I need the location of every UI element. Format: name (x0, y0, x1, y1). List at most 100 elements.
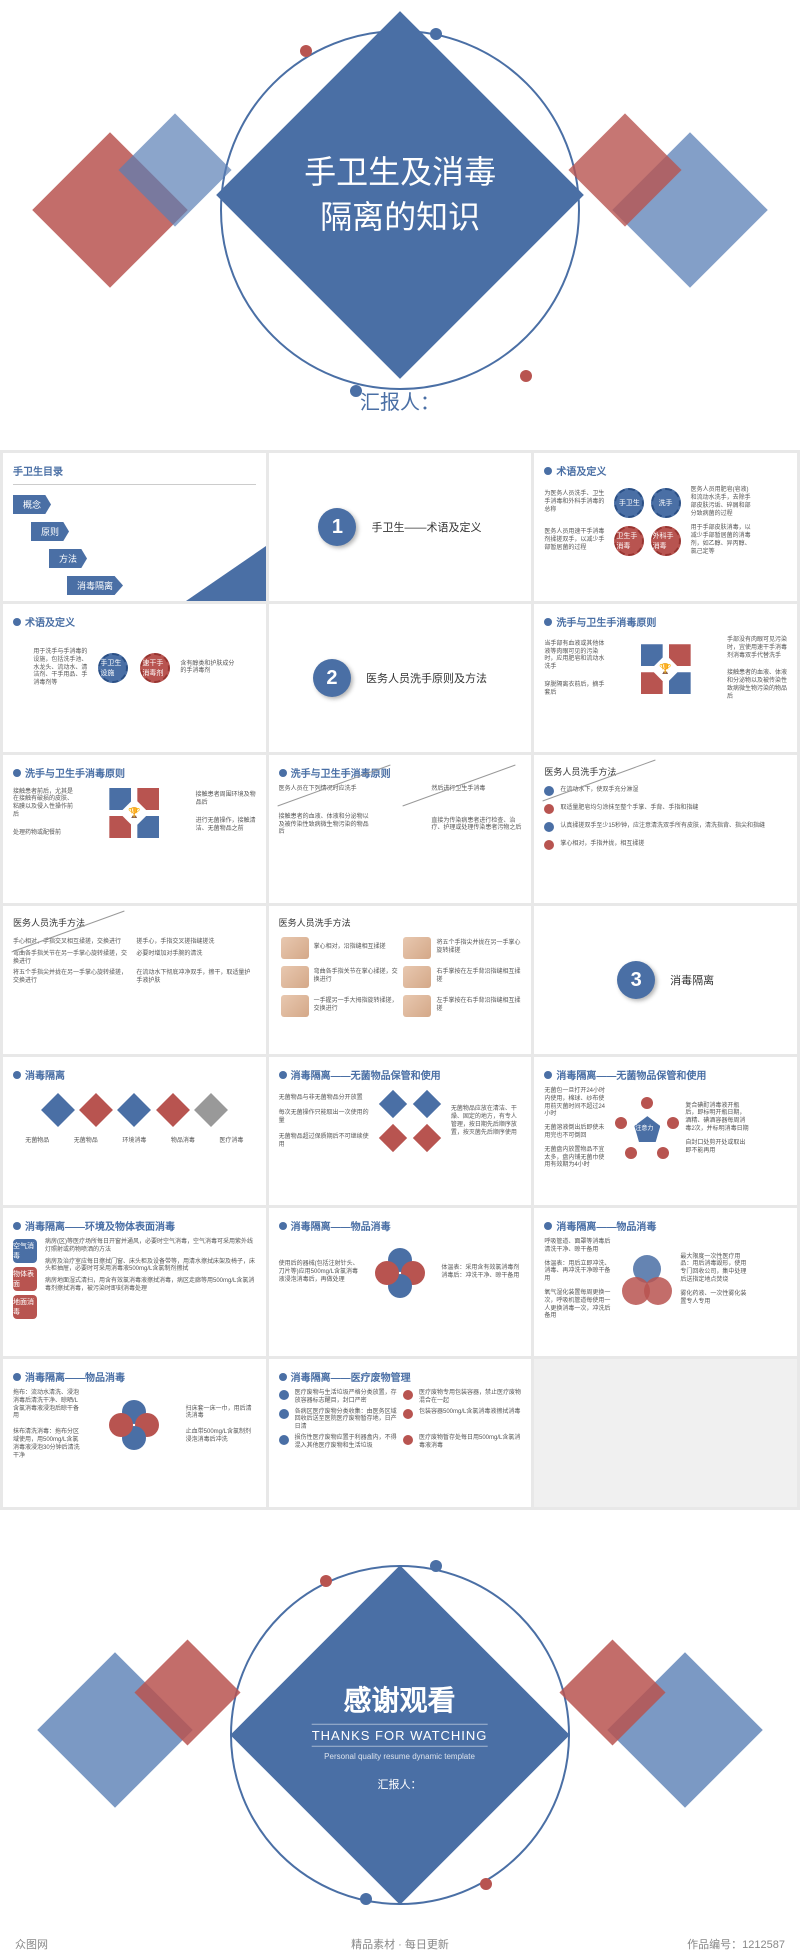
node-icon (625, 1147, 637, 1159)
node-icon (657, 1147, 669, 1159)
hand-image-icon (281, 966, 309, 988)
waste-slide: 消毒隔离——医疗废物管理 医疗废物与生活垃圾严格分类放置，存放容器标志醒目，封口… (269, 1359, 532, 1507)
dot-icon (279, 1390, 289, 1400)
dot-icon (544, 804, 554, 814)
text: 进行无菌操作，接触清洁、无菌物品之前 (196, 818, 256, 834)
text: 无菌包一旦打开24小时内使用，棉球、纱布使用前灭菌时间不超过24小时 (544, 1088, 609, 1119)
watermark-brand: 众图网 (15, 1936, 48, 1952)
text: 一手握另一手大拇指旋转揉搓，交换进行 (314, 998, 399, 1014)
hero-title-1: 手卫生及消毒 (304, 150, 496, 195)
section-2-slide: 2 医务人员洗手原则及方法 (269, 604, 532, 752)
section-label: 医务人员洗手原则及方法 (366, 670, 487, 686)
text: 每次无菌操作只能取出一次使用的量 (279, 1110, 369, 1126)
dot-icon (544, 786, 554, 796)
badge: 卫生手消毒 (614, 526, 644, 556)
badge: 速干手消毒剂 (140, 653, 170, 683)
slide-title: 消毒隔离——物品消毒 (291, 1218, 391, 1233)
section-label: 消毒隔离 (670, 972, 714, 988)
venn-icon (622, 1255, 672, 1305)
text: 无菌物品 (74, 1138, 98, 1146)
dot-icon (520, 370, 532, 382)
badge: 外科手消毒 (651, 526, 681, 556)
slide-title: 消毒隔离——无菌物品保管和使用 (291, 1067, 441, 1082)
hand-image-icon (281, 937, 309, 959)
text: 弯曲各手指关节在另一手掌心旋转揉搓，交换进行 (13, 951, 132, 967)
text: 接触患者前后，尤其是在接触有破损的皮肤、粘膜以及侵入性操作前后 (13, 789, 73, 820)
text: 接触患者周围环境及物品后 (196, 792, 256, 808)
slide-title: 洗手与卫生手消毒原则 (25, 765, 125, 780)
diamond-icon (413, 1124, 441, 1152)
dot-icon (279, 1435, 289, 1445)
iso-slide-3: 消毒隔离——无菌物品保管和使用 无菌包一旦打开24小时内使用，棉球、纱布使用前灭… (534, 1057, 797, 1205)
watermark-id: 作品编号：1212587 (687, 1936, 785, 1952)
text: 穿脱隔离衣前后，摘手套后 (544, 682, 604, 698)
method-slide-3: 医务人员洗手方法 掌心相对，沿指缝相互揉搓 将五个手指尖并拢在另一手掌心旋转揉搓… (269, 906, 532, 1054)
text: 将五个手指尖并拢在另一手掌心旋转揉搓，交换进行 (13, 970, 132, 986)
toc-item: 原则 (31, 522, 69, 541)
principle-slide-2: 洗手与卫生手消毒原则 接触患者前后，尤其是在接触有破损的皮肤、粘膜以及侵入性操作… (3, 755, 266, 903)
text: 弯曲各手指关节在掌心揉搓，交换进行 (314, 969, 399, 985)
text: 自封口处剪开处或取出即不能再用 (685, 1140, 750, 1156)
closing-slide: 感谢观看 THANKS FOR WATCHING Personal qualit… (0, 1510, 800, 1960)
iso-slide-2: 消毒隔离——无菌物品保管和使用 无菌物品与非无菌物品分开放置 每次无菌操作只能取… (269, 1057, 532, 1205)
text: 直接为传染病患者进行检查、治疗、护理或处理传染患者污物之后 (431, 818, 521, 834)
goods-slide-1: 消毒隔离——物品消毒 使用后的器械(包括注射针头、刀片等)应用500mg/L含氯… (269, 1208, 532, 1356)
text: 医疗消毒 (219, 1138, 243, 1146)
badge: 地面消毒 (13, 1295, 37, 1319)
slide-title: 医务人员洗手方法 (544, 765, 787, 778)
slide-title: 医务人员洗手方法 (279, 916, 522, 929)
text: 呼吸管道、面罩等消毒后清洗干净、晾干备用 (544, 1239, 614, 1255)
triangle-corner-icon (186, 546, 266, 601)
hand-image-icon (403, 966, 431, 988)
section-1-slide: 1 手卫生——术语及定义 (269, 453, 532, 601)
text: 拖布：流动水清洗、浸泡消毒后清洗干净、晾晒/L含氯消毒液浸泡后晾干备用 (13, 1390, 83, 1421)
text: 为医务人员洗手、卫生手消毒和外科手消毒的总称 (544, 491, 604, 514)
section-number: 1 (318, 508, 356, 546)
section-number: 2 (313, 659, 351, 697)
closing-en: THANKS FOR WATCHING (312, 1724, 488, 1747)
text: 病房及治疗室应每日擦拭门窗、床头柜及设备带等，用清水擦拭床架及椅子，床头柜抽屉，… (45, 1259, 256, 1275)
slide-title: 消毒隔离——物品消毒 (556, 1218, 656, 1233)
diamond-icon (413, 1090, 441, 1118)
bullet-icon (13, 618, 21, 626)
closing-title: 感谢观看 (312, 1679, 488, 1719)
slide-title: 医务人员洗手方法 (13, 916, 256, 929)
bullet-icon (13, 1071, 21, 1079)
goods-slide-3: 消毒隔离——物品消毒 拖布：流动水清洗、浸泡消毒后清洗干净、晾晒/L含氯消毒液浸… (3, 1359, 266, 1507)
text: 取适量肥皂均匀涂抹至整个手掌、手背、手指和指缝 (560, 805, 698, 813)
node-icon (667, 1117, 679, 1129)
section-label: 手卫生——术语及定义 (371, 519, 481, 535)
text: 手心相对，手指交叉相互揉搓，交换进行 (13, 939, 132, 947)
text: 医疗废物暂存处每日用500mg/L含氯消毒液消毒 (419, 1435, 521, 1451)
text: 必要时增加对手腕的清洗 (136, 951, 255, 967)
dot-icon (360, 1893, 372, 1905)
slide-title: 术语及定义 (556, 463, 606, 478)
terms-slide-2: 术语及定义 用于洗手与手消毒的设施，包括洗手池、水龙头、流动水、清洁剂、干手用品… (3, 604, 266, 752)
text: 复合碘酊消毒液开瓶后，即标明开瓶日期，酒精、碘酒容器每周消毒2次，并标明消毒日期 (685, 1103, 750, 1134)
dot-icon (403, 1390, 413, 1400)
toc-slide: 手卫生目录 概念 原则 方法 消毒隔离 (3, 453, 266, 601)
text: 左手掌按在右手背沿指缝相互揉搓 (436, 998, 521, 1014)
dot-icon (403, 1435, 413, 1445)
bullet-icon (279, 1071, 287, 1079)
badge: 物体表面 (13, 1267, 37, 1291)
text: 抹布清洗消毒：拖布分区域使用，用500mg/L含氯消毒液浸泡30分钟后清洗干净 (13, 1429, 83, 1460)
text: 无菌物品与非无菌物品分开放置 (279, 1095, 369, 1103)
bullet-icon (13, 1222, 21, 1230)
text: 掌心相对，手指并拢，相互揉搓 (560, 841, 644, 849)
bullet-icon (544, 467, 552, 475)
text: 用于手部皮肤消毒，以减少手部暂居菌的消毒剂，如乙醇、异丙醇、氯己定等 (691, 525, 751, 556)
slide-title: 消毒隔离——物品消毒 (25, 1369, 125, 1384)
badge: 空气消毒 (13, 1239, 37, 1263)
text: 处理药物或配餐前 (13, 830, 73, 838)
bullet-icon (279, 1373, 287, 1381)
node-icon (615, 1117, 627, 1129)
text: 含有醇类和护肤成分的手消毒剂 (180, 661, 235, 677)
diamond-icon (41, 1093, 75, 1127)
text: 医务人员用速干手消毒剂揉搓双手，以减少手部暂居菌的过程 (544, 529, 604, 552)
dot-icon (300, 45, 312, 57)
text: 右手掌按在左手背沿指缝相互揉搓 (436, 969, 521, 985)
text: 雾化药液、一次性雾化装置专人专用 (680, 1291, 750, 1307)
dot-icon (544, 840, 554, 850)
toc-item: 概念 (13, 495, 51, 514)
